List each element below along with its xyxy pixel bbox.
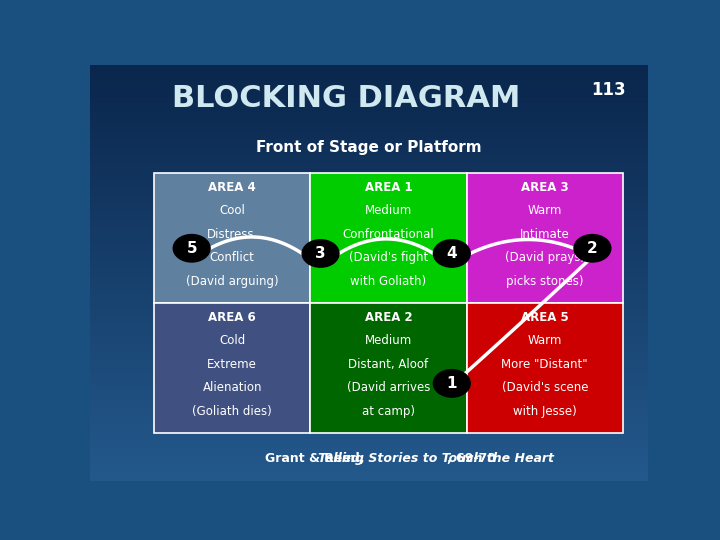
Text: Warm: Warm <box>528 334 562 347</box>
Text: Warm: Warm <box>528 204 562 217</box>
FancyBboxPatch shape <box>467 303 623 433</box>
Text: AREA 1: AREA 1 <box>365 180 413 193</box>
Text: Cold: Cold <box>219 334 246 347</box>
Text: (Goliath dies): (Goliath dies) <box>192 405 272 418</box>
Text: (David prays,: (David prays, <box>505 252 585 265</box>
Text: 5: 5 <box>186 241 197 256</box>
Text: Front of Stage or Platform: Front of Stage or Platform <box>256 140 482 156</box>
Text: 2: 2 <box>587 241 598 256</box>
Text: Medium: Medium <box>365 334 412 347</box>
Text: 4: 4 <box>446 246 457 261</box>
Text: Conflict: Conflict <box>210 252 255 265</box>
Text: with Jesse): with Jesse) <box>513 405 577 418</box>
Text: Distress,: Distress, <box>207 228 258 241</box>
FancyBboxPatch shape <box>467 173 623 303</box>
FancyBboxPatch shape <box>310 173 467 303</box>
Text: Confrontational: Confrontational <box>343 228 434 241</box>
Text: Grant & Reed,: Grant & Reed, <box>265 453 369 465</box>
Text: AREA 6: AREA 6 <box>208 310 256 323</box>
Text: Telling Stories to Touch the Heart: Telling Stories to Touch the Heart <box>318 453 554 465</box>
Text: AREA 4: AREA 4 <box>208 180 256 193</box>
Text: 1: 1 <box>446 376 457 391</box>
Text: (David's scene: (David's scene <box>502 381 588 394</box>
Text: , 69-70: , 69-70 <box>447 453 496 465</box>
Text: AREA 3: AREA 3 <box>521 180 569 193</box>
Text: Medium: Medium <box>365 204 412 217</box>
FancyBboxPatch shape <box>154 303 310 433</box>
Text: 113: 113 <box>591 81 626 99</box>
Text: Cool: Cool <box>220 204 246 217</box>
Text: Grant & Reed, Telling Stories to Touch the Heart, 69-70: Grant & Reed, Telling Stories to Touch t… <box>175 453 563 465</box>
Circle shape <box>174 234 210 262</box>
Text: (David's fight: (David's fight <box>349 252 428 265</box>
Text: More "Distant": More "Distant" <box>501 358 588 371</box>
Text: 3: 3 <box>315 246 326 261</box>
Text: BLOCKING DIAGRAM: BLOCKING DIAGRAM <box>173 84 521 112</box>
Text: at camp): at camp) <box>362 405 415 418</box>
Circle shape <box>433 240 470 267</box>
FancyBboxPatch shape <box>154 173 310 303</box>
Circle shape <box>433 370 470 397</box>
Circle shape <box>574 234 611 262</box>
Text: (David arguing): (David arguing) <box>186 275 279 288</box>
Text: with Goliath): with Goliath) <box>351 275 426 288</box>
Text: Intimate: Intimate <box>520 228 570 241</box>
Text: (David arrives: (David arrives <box>347 381 431 394</box>
FancyBboxPatch shape <box>310 303 467 433</box>
Text: AREA 5: AREA 5 <box>521 310 569 323</box>
Text: picks stones): picks stones) <box>506 275 583 288</box>
Text: Extreme: Extreme <box>207 358 257 371</box>
Text: AREA 2: AREA 2 <box>365 310 413 323</box>
Circle shape <box>302 240 339 267</box>
Text: Distant, Aloof: Distant, Aloof <box>348 358 428 371</box>
Text: Alienation: Alienation <box>202 381 262 394</box>
